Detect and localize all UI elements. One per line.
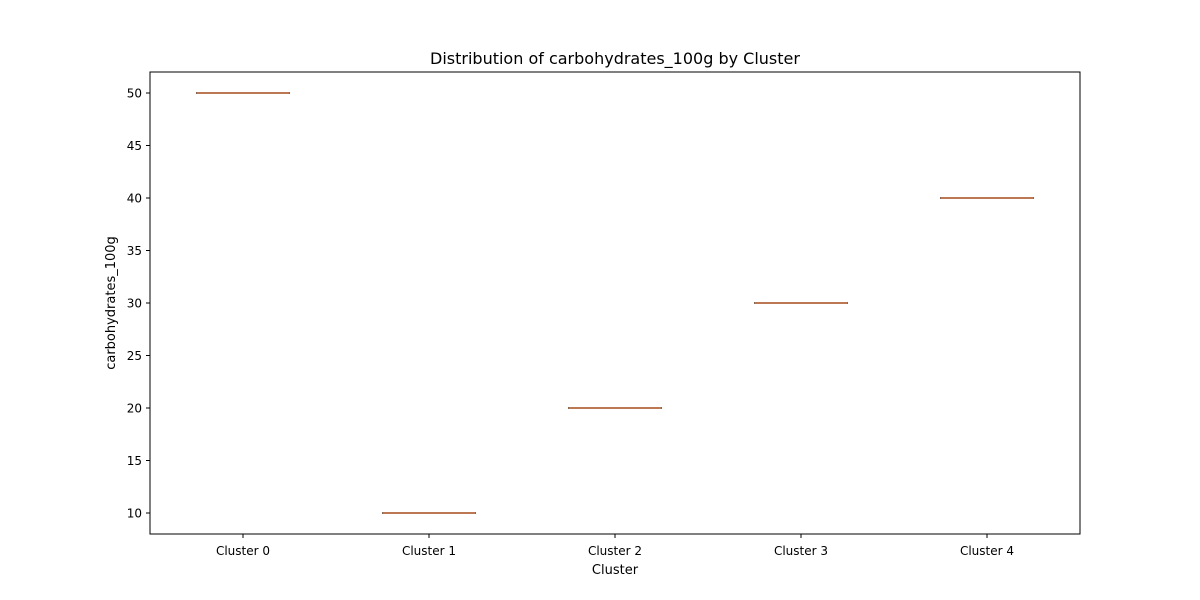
- y-tick-label: 20: [127, 402, 142, 416]
- y-tick-label: 30: [127, 297, 142, 311]
- x-tick-label: Cluster 3: [774, 544, 828, 558]
- box-3: [754, 302, 848, 304]
- y-tick-label: 25: [127, 349, 142, 363]
- box-1: [382, 512, 476, 514]
- x-tick-label: Cluster 4: [960, 544, 1014, 558]
- x-tick-label: Cluster 1: [402, 544, 456, 558]
- y-tick-label: 45: [127, 139, 142, 153]
- x-axis: Cluster 0 Cluster 1 Cluster 2 Cluster 3 Clus…: [216, 534, 1014, 558]
- box-4: [940, 197, 1034, 199]
- y-tick-label: 35: [127, 244, 142, 258]
- chart-title: Distribution of carbohydrates_100g by Cl…: [430, 49, 800, 69]
- x-tick-label: Cluster 0: [216, 544, 270, 558]
- plot-area: [196, 92, 1034, 514]
- box-2: [568, 407, 662, 409]
- y-axis-label: carbohydrates_100g: [104, 236, 119, 370]
- y-tick-label: 10: [127, 507, 142, 521]
- y-tick-label: 40: [127, 192, 142, 206]
- x-tick-label: Cluster 2: [588, 544, 642, 558]
- x-axis-label: Cluster: [592, 563, 639, 578]
- y-tick-label: 50: [127, 87, 142, 101]
- box-0: [196, 92, 290, 94]
- y-tick-label: 15: [127, 454, 142, 468]
- plot-frame: [149, 71, 1081, 535]
- y-axis: 10 15 20 25 30 35 40 45 50: [127, 87, 150, 521]
